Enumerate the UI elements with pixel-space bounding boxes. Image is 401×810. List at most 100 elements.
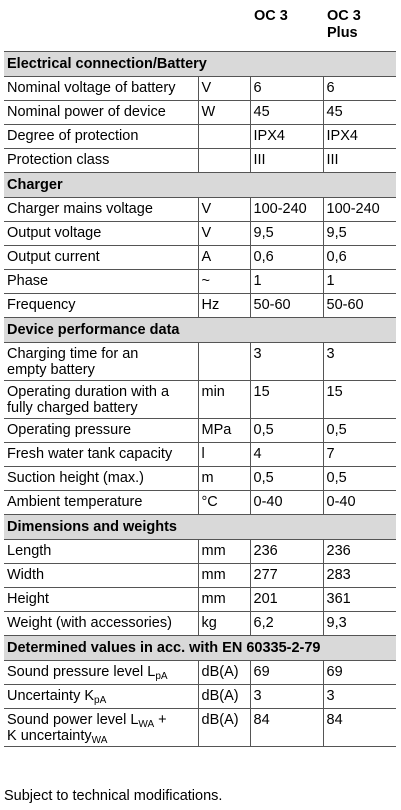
row-label: Charging time for an empty battery	[4, 342, 199, 381]
table-row: Sound power level LWA + K uncertaintyWA dB…	[4, 708, 396, 747]
row-value-oc3: 50-60	[249, 293, 324, 318]
row-value-oc3: 236	[249, 539, 324, 564]
row-label: Sound power level LWA + K uncertaintyWA	[4, 708, 199, 747]
row-value-oc3-plus: 3	[323, 684, 396, 709]
row-value-oc3: 277	[249, 563, 324, 588]
header-oc3-plus: OC 3 Plus	[323, 4, 396, 52]
row-unit: V	[198, 197, 250, 222]
row-value-oc3-plus: 45	[323, 100, 396, 125]
table-row: Output voltage V 9,5 9,5	[4, 221, 396, 246]
row-value-oc3: 201	[249, 587, 324, 612]
row-value-oc3-plus: 283	[323, 563, 396, 588]
table-row: Operating pressure MPa 0,5 0,5	[4, 418, 396, 443]
row-unit: V	[198, 221, 250, 246]
header-empty-unit	[198, 4, 250, 52]
row-value-oc3-plus: 6	[323, 76, 396, 101]
row-value-oc3-plus: 236	[323, 539, 396, 564]
row-value-oc3: 45	[249, 100, 324, 125]
column-header-row: OC 3 OC 3 Plus	[4, 4, 396, 52]
row-value-oc3: 0-40	[249, 490, 324, 515]
row-value-oc3: 69	[249, 660, 324, 685]
row-label: Length	[4, 539, 199, 564]
row-value-oc3: 15	[249, 380, 324, 419]
row-label: Sound pressure level LpA	[4, 660, 199, 685]
row-label-text-line2: K uncertainty	[7, 728, 92, 744]
table-row: Ambient temperature °C 0-40 0-40	[4, 490, 396, 515]
row-label-subscript: pA	[155, 671, 168, 682]
row-label: Suction height (max.)	[4, 466, 199, 491]
table-row: Fresh water tank capacity l 4 7	[4, 442, 396, 467]
row-label-subscript: WA	[138, 719, 155, 730]
row-label: Height	[4, 587, 199, 612]
section-title: Charger	[4, 172, 396, 198]
row-value-oc3-plus: III	[323, 148, 396, 173]
row-label: Frequency	[4, 293, 199, 318]
row-value-oc3-plus: 84	[323, 708, 396, 747]
row-label: Operating duration with a fully charged b…	[4, 380, 199, 419]
row-unit: mm	[198, 563, 250, 588]
row-value-oc3-plus: 361	[323, 587, 396, 612]
row-label: Fresh water tank capacity	[4, 442, 199, 467]
row-label: Phase	[4, 269, 199, 294]
table-row: Output current A 0,6 0,6	[4, 245, 396, 270]
header-oc3: OC 3	[250, 4, 323, 52]
table-row: Suction height (max.) m 0,5 0,5	[4, 466, 396, 491]
row-value-oc3-plus: 7	[323, 442, 396, 467]
row-label: Operating pressure	[4, 418, 199, 443]
row-value-oc3: 3	[249, 684, 324, 709]
row-unit: °C	[198, 490, 250, 515]
table-row: Degree of protection IPX4 IPX4	[4, 124, 396, 149]
row-unit: m	[198, 466, 250, 491]
table-row: Height mm 201 361	[4, 587, 396, 612]
row-value-oc3-plus: IPX4	[323, 124, 396, 149]
spec-table: OC 3 OC 3 Plus Electrical connection/Batt…	[4, 4, 396, 747]
row-label-line: fully charged battery	[7, 400, 138, 416]
section-title: Determined values in acc. with EN 60335-…	[4, 635, 396, 661]
row-unit	[198, 124, 250, 149]
table-row: Weight (with accessories) kg 6,2 9,3	[4, 611, 396, 636]
row-value-oc3: 6	[249, 76, 324, 101]
row-value-oc3: 0,5	[249, 418, 324, 443]
table-row: Frequency Hz 50-60 50-60	[4, 293, 396, 318]
row-value-oc3-plus: 0,5	[323, 466, 396, 491]
table-row: Protection class III III	[4, 148, 396, 173]
row-value-oc3-plus: 15	[323, 380, 396, 419]
row-value-oc3: 6,2	[249, 611, 324, 636]
row-value-oc3-plus: 3	[323, 342, 396, 381]
row-unit: dB(A)	[198, 684, 250, 709]
row-value-oc3-plus: 0-40	[323, 490, 396, 515]
row-unit: mm	[198, 587, 250, 612]
row-value-oc3: 100-240	[249, 197, 324, 222]
table-row: Nominal power of device W 45 45	[4, 100, 396, 125]
row-value-oc3: III	[249, 148, 324, 173]
row-value-oc3: 9,5	[249, 221, 324, 246]
row-label: Ambient temperature	[4, 490, 199, 515]
row-label: Degree of protection	[4, 124, 199, 149]
row-unit: min	[198, 380, 250, 419]
row-unit: MPa	[198, 418, 250, 443]
row-label-text: Uncertainty K	[7, 688, 95, 704]
row-label: Width	[4, 563, 199, 588]
row-unit: V	[198, 76, 250, 101]
row-label-subscript: pA	[94, 695, 107, 706]
section-title: Electrical connection/Battery	[4, 51, 396, 77]
table-row: Operating duration with a fully charged b…	[4, 380, 396, 419]
section-header: Determined values in acc. with EN 60335-…	[4, 635, 396, 661]
row-unit: Hz	[198, 293, 250, 318]
table-row: Width mm 277 283	[4, 563, 396, 588]
row-value-oc3: 3	[249, 342, 324, 381]
row-value-oc3: 0,5	[249, 466, 324, 491]
section-header: Electrical connection/Battery	[4, 51, 396, 77]
row-value-oc3-plus: 69	[323, 660, 396, 685]
row-label-tail: +	[154, 712, 167, 728]
row-value-oc3-plus: 9,3	[323, 611, 396, 636]
row-label: Output current	[4, 245, 199, 270]
table-row: Length mm 236 236	[4, 539, 396, 564]
row-label-line: Charging time for an	[7, 346, 139, 362]
section-header: Charger	[4, 172, 396, 198]
table-row: Sound pressure level LpA dB(A) 69 69	[4, 660, 396, 685]
row-label: Charger mains voltage	[4, 197, 199, 222]
row-label-text: Sound power level L	[7, 712, 139, 728]
section-header: Device performance data	[4, 317, 396, 343]
row-label: Uncertainty KpA	[4, 684, 199, 709]
